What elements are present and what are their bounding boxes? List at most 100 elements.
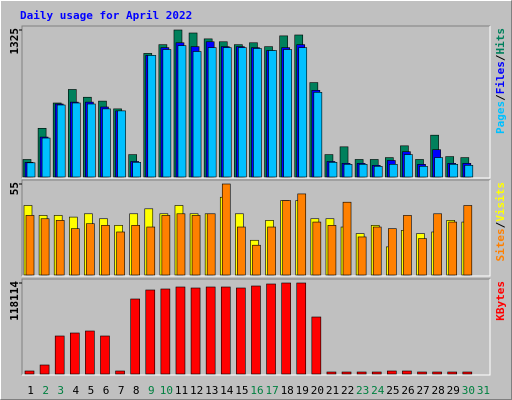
legend-separator: /: [494, 54, 507, 61]
bar: [24, 370, 35, 375]
legend-entry: Sites: [494, 228, 507, 261]
bar: [419, 166, 428, 178]
bar: [190, 287, 201, 375]
bar: [56, 104, 66, 178]
x-tick-label: 5: [88, 384, 95, 397]
bar: [417, 371, 427, 375]
bar: [238, 47, 247, 178]
bar: [191, 215, 201, 276]
bar: [131, 225, 140, 276]
bar: [282, 200, 291, 276]
bar: [358, 164, 368, 178]
bar: [25, 215, 35, 276]
x-tick-label: 13: [205, 384, 218, 397]
bar: [71, 102, 81, 178]
bar: [147, 55, 157, 178]
panel-border-light: [22, 26, 491, 179]
bar: [251, 285, 261, 375]
bar: [402, 370, 412, 375]
x-tick-label: 22: [341, 384, 354, 397]
bar: [100, 335, 110, 375]
bar: [146, 226, 156, 276]
bar: [418, 238, 427, 276]
x-tick-label: 2: [42, 384, 49, 397]
bar: [40, 218, 50, 276]
bar: [161, 215, 171, 276]
x-tick-label: 18: [281, 384, 294, 397]
bar: [372, 226, 382, 276]
x-tick-label: 24: [371, 384, 385, 397]
bar: [404, 154, 413, 178]
bar: [160, 288, 171, 375]
bar: [192, 51, 202, 178]
x-tick-label: 19: [296, 384, 309, 397]
x-tick-label: 9: [148, 384, 155, 397]
x-tick-label: 23: [356, 384, 369, 397]
bar: [281, 282, 291, 375]
bar: [54, 335, 65, 375]
bar: [252, 244, 261, 276]
bar: [447, 371, 458, 375]
x-tick-label: 15: [235, 384, 248, 397]
bar: [313, 92, 323, 178]
y-tick-label: 1325: [8, 28, 21, 55]
legend-entry: KBytes: [494, 281, 507, 321]
legend: Pages/Files/Hits: [494, 28, 507, 134]
bar: [328, 162, 338, 178]
bar: [220, 286, 231, 375]
bar: [70, 228, 80, 276]
x-tick-label: 21: [326, 384, 339, 397]
bar: [132, 162, 141, 178]
bar: [87, 103, 96, 178]
bar: [86, 223, 95, 276]
bar: [387, 370, 397, 375]
x-tick-label: 10: [160, 384, 173, 397]
bar: [371, 371, 382, 375]
bar: [253, 48, 262, 178]
legend: KBytes: [494, 281, 507, 321]
bar: [237, 226, 246, 276]
bar: [116, 231, 125, 276]
bar: [236, 287, 246, 375]
x-tick-label: 30: [462, 384, 475, 397]
x-tick-label: 29: [447, 384, 460, 397]
bar: [373, 166, 383, 178]
bar: [433, 213, 442, 276]
bar: [207, 47, 217, 178]
bar: [221, 183, 231, 276]
bar: [464, 165, 474, 178]
bar: [283, 49, 292, 178]
x-tick-label: 8: [133, 384, 140, 397]
bar: [298, 47, 308, 178]
bar: [266, 283, 276, 375]
x-tick-label: 12: [190, 384, 203, 397]
x-tick-label: 16: [250, 384, 263, 397]
panel-border-dark: [21, 25, 490, 178]
bar: [117, 110, 126, 178]
bar: [39, 364, 50, 375]
bar: [101, 225, 110, 276]
bar: [296, 282, 307, 375]
bar: [267, 226, 276, 276]
legend-separator: /: [494, 221, 507, 228]
panel-border-dark: [21, 179, 490, 276]
legend-separator: /: [494, 94, 507, 101]
bar: [389, 164, 398, 178]
bar: [356, 371, 367, 375]
panel-border-light: [22, 180, 491, 277]
bar: [41, 137, 51, 178]
bar: [102, 108, 111, 178]
x-tick-label: 31: [477, 384, 490, 397]
x-tick-label: 4: [73, 384, 80, 397]
bar: [462, 371, 473, 375]
bar: [341, 371, 352, 375]
legend-entry: Hits: [494, 28, 507, 55]
x-tick-label: 25: [386, 384, 399, 397]
bar: [342, 201, 352, 276]
bar: [357, 236, 367, 276]
bar: [55, 220, 65, 276]
bar: [130, 298, 140, 375]
legend-entry: Visits: [494, 182, 507, 222]
legend: Sites/Visits: [494, 182, 507, 262]
